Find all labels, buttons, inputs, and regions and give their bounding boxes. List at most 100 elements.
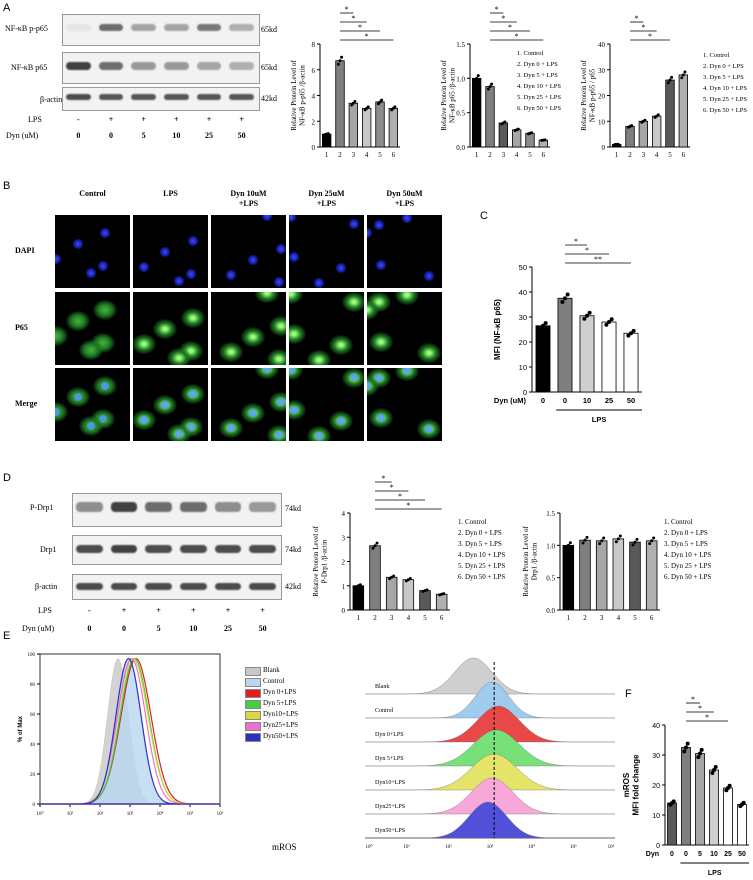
blot-row-label: β-actin (35, 582, 58, 591)
y-tick-label: 20 (652, 783, 660, 790)
cell (367, 375, 379, 396)
bar (557, 297, 573, 393)
micro-column-title: LPS (163, 189, 178, 198)
cell (307, 349, 331, 365)
y-tick-label: 40 (30, 743, 36, 748)
panel-label-a: A (3, 2, 11, 14)
nucleus (87, 422, 95, 431)
significance-star: * (585, 246, 589, 255)
data-point (358, 583, 362, 587)
legend-swatch (245, 722, 261, 731)
bar (645, 540, 658, 611)
x-tick-label: 1 (357, 614, 361, 622)
y-tick-label: 0 (523, 388, 527, 397)
x-axis-label: Dyn (uM) (494, 396, 527, 405)
legend-item: 1. Control (703, 52, 730, 59)
y-tick-label: 20 (519, 338, 527, 347)
x-tick-label: 50 (627, 396, 635, 405)
x-tick-label: 10³ (127, 811, 134, 817)
x-tick-label: 6 (542, 151, 546, 159)
lps-value: + (225, 606, 231, 615)
stacked-histogram (365, 729, 615, 767)
lps-value: + (108, 115, 114, 124)
histogram-curve (40, 658, 220, 805)
y-tick-label: 80 (30, 683, 36, 688)
blot-band (76, 545, 103, 553)
kd-label: 74kd (285, 545, 301, 554)
nucleus (274, 431, 283, 440)
significance-star: * (358, 23, 362, 32)
bar (562, 544, 575, 611)
legend-label: Dyn10+LPS (263, 710, 299, 718)
data-point (585, 313, 589, 318)
x-tick-label: 25 (724, 851, 732, 858)
micro-image (367, 368, 442, 441)
y-axis-label: Drp1 /β-actin (530, 542, 538, 580)
blot-strip (62, 52, 260, 84)
kd-label: 65kd (261, 25, 277, 34)
nucleus (376, 260, 387, 271)
data-point (712, 768, 716, 772)
y-tick-label: 1.5 (546, 510, 555, 518)
bar (612, 538, 625, 611)
x-tick-label: 4 (655, 151, 659, 159)
y-axis-label: Relative Protein Level of (440, 60, 448, 131)
data-point (618, 534, 622, 538)
y-tick-label: 0.0 (456, 144, 465, 152)
group-label: LPS (708, 870, 722, 877)
x-tick-label: 50 (738, 851, 746, 858)
x-tick-label: 6 (392, 151, 396, 159)
nucleus (276, 398, 285, 407)
blot-band (131, 94, 156, 100)
blot-band (110, 583, 138, 590)
lps-value: + (121, 606, 127, 615)
y-tick-label: 8 (312, 41, 316, 49)
y-tick-label: 100 (28, 653, 36, 658)
y-tick-label: 40 (652, 723, 660, 730)
nucleus (275, 244, 286, 255)
legend-item: 6. Dyn 50 + LPS (664, 573, 712, 581)
dyn-value: 25 (223, 624, 232, 633)
blot-band (164, 94, 189, 100)
x-tick-label: 10 (710, 851, 718, 858)
nucleus (73, 393, 82, 402)
bar (535, 325, 551, 393)
blot-band (214, 545, 242, 553)
legend-item: 6. Dyn 50 + LPS (703, 107, 747, 114)
x-tick-label: 3 (352, 151, 356, 159)
significance-star: * (698, 704, 702, 713)
y-tick-label: 30 (598, 67, 606, 75)
cell (394, 292, 419, 305)
blot-band (214, 502, 242, 512)
data-point (563, 296, 567, 301)
data-point (585, 535, 589, 539)
x-tick-label: 5 (698, 851, 702, 858)
data-point (490, 82, 494, 86)
micro-image (367, 292, 442, 365)
micro-image (211, 368, 286, 441)
stack-label: Blank (375, 684, 389, 690)
data-point (600, 539, 604, 543)
nucleus (227, 423, 236, 432)
blot-band (98, 94, 124, 100)
nucleus (261, 215, 272, 222)
x-tick-label: 3 (390, 614, 394, 622)
blot-band (98, 62, 124, 70)
bar (419, 590, 431, 611)
significance-star: * (351, 14, 355, 23)
data-point (683, 70, 687, 74)
nucleus (289, 252, 299, 263)
stacked-histogram (365, 681, 615, 719)
data-point (582, 316, 587, 321)
cell (289, 292, 304, 305)
lps-label: LPS (28, 115, 42, 124)
legend-item: 4. Dyn 10 + LPS (517, 83, 561, 90)
data-point (408, 576, 412, 580)
legend-item: 2. Dyn 0 + LPS (664, 529, 708, 537)
blot-band (131, 62, 156, 70)
y-tick-label: 1.5 (456, 41, 465, 49)
x-tick-label: 6 (440, 614, 444, 622)
significance-star: * (345, 5, 349, 14)
data-point (375, 541, 379, 545)
lps-label: LPS (38, 606, 52, 615)
